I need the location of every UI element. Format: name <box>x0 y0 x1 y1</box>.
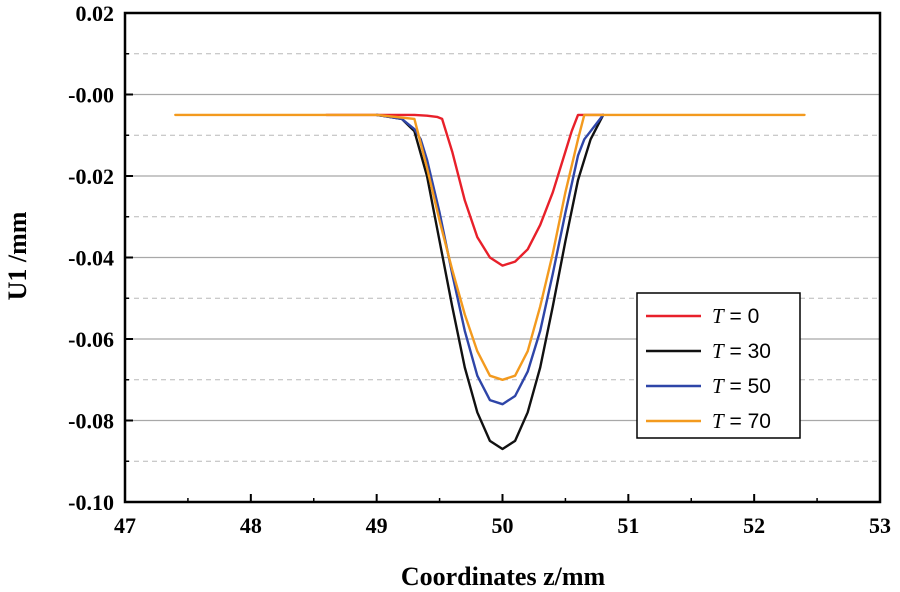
y-tick-label: 0.02 <box>76 1 115 26</box>
legend-label: T = 70 <box>712 409 771 433</box>
y-tick-label: -0.04 <box>68 246 114 271</box>
x-tick-label: 52 <box>743 513 765 538</box>
series-lines <box>174 113 806 451</box>
x-axis: 47 48 49 50 51 52 53 <box>114 494 891 538</box>
series-line-2 <box>375 113 605 406</box>
y-tick-label: -0.08 <box>68 409 114 434</box>
y-axis-title: U1 /mm <box>3 211 32 300</box>
x-tick-label: 50 <box>492 513 514 538</box>
series-line-3 <box>174 113 806 381</box>
legend-label: T = 30 <box>712 339 771 363</box>
y-tick-label: -0.06 <box>68 327 114 352</box>
series-line-1 <box>375 113 605 451</box>
x-tick-label: 49 <box>366 513 388 538</box>
y-tick-label: -0.00 <box>68 83 114 108</box>
y-axis: 0.02 -0.00 -0.02 -0.04 -0.06 -0.08 -0.10 <box>68 1 133 515</box>
x-axis-title: Coordinates z/mm <box>401 562 606 591</box>
x-tick-label: 48 <box>240 513 262 538</box>
x-tick-label: 51 <box>617 513 639 538</box>
y-tick-label: -0.02 <box>68 164 114 189</box>
x-tick-label: 53 <box>869 513 891 538</box>
legend-label: T = 0 <box>712 304 759 328</box>
legend-label: T = 50 <box>712 374 771 398</box>
legend: T = 0 T = 30 T = 50 T = 70 <box>636 292 801 439</box>
x-tick-label: 47 <box>114 513 136 538</box>
y-tick-label: -0.10 <box>68 490 114 515</box>
series-line-0 <box>325 113 605 267</box>
